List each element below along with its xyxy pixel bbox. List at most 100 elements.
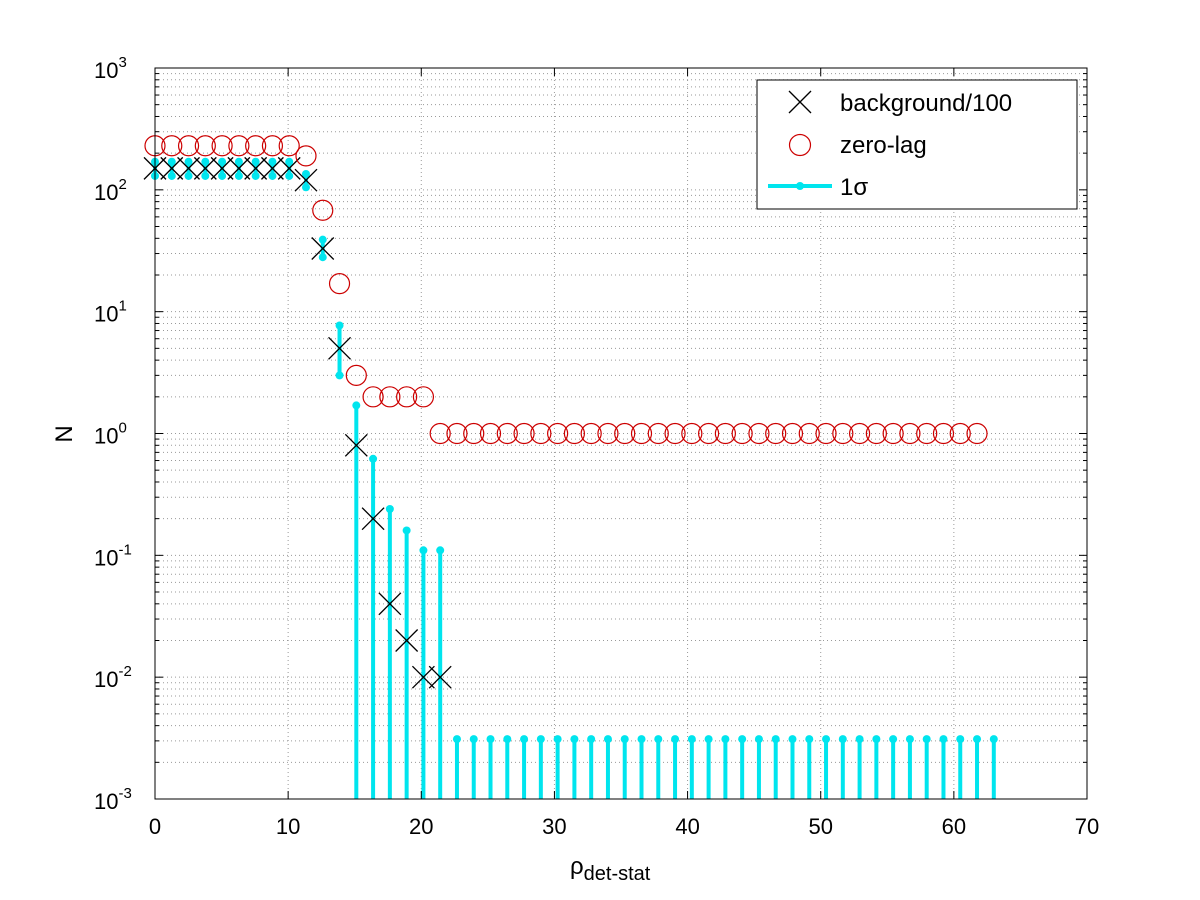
- legend-label-background: background/100: [840, 90, 1012, 117]
- zero-lag-point: [530, 422, 552, 445]
- sigma-bar-cap-high: [922, 735, 931, 744]
- sigma-bar-cap-high: [318, 235, 327, 244]
- zero-lag-point: [211, 135, 233, 157]
- background-point: [411, 665, 435, 689]
- zero-lag-point: [412, 386, 435, 408]
- sigma-bar-cap-high: [520, 735, 529, 744]
- zero-lag-point: [513, 422, 535, 445]
- sigma-bar-cap-high: [603, 735, 612, 744]
- sigma-bar-cap-high: [872, 735, 881, 744]
- y-tick-label-base: 10: [94, 302, 118, 327]
- sigma-bar-cap-low: [251, 171, 260, 180]
- sigma-bar-cap-high: [335, 321, 344, 330]
- sigma-bar-cap-high: [687, 735, 696, 744]
- zero-lag-point: [765, 422, 787, 445]
- sigma-bar-cap-high: [855, 735, 864, 744]
- zero-lag-point: [463, 422, 485, 445]
- zero-lag-point: [848, 422, 871, 445]
- series-layer: [143, 135, 998, 799]
- sigma-bar-cap-high: [452, 735, 461, 744]
- legend-marker-background: [788, 90, 812, 114]
- sigma-bar-cap-high: [721, 735, 730, 744]
- x-axis-label-subscript: det-stat: [584, 863, 651, 885]
- sigma-bar-cap-high: [167, 157, 176, 166]
- zero-lag-point: [614, 422, 636, 445]
- x-tick-label: 70: [1075, 814, 1099, 839]
- y-tick-label-exponent: 2: [118, 176, 126, 193]
- sigma-bar-cap-high: [419, 546, 428, 555]
- zero-lag-point: [446, 422, 468, 445]
- sigma-bar-cap-high: [587, 735, 596, 744]
- y-tick-label-base: 10: [94, 545, 118, 570]
- zero-lag-point: [261, 135, 284, 157]
- y-tick-label-base: 10: [94, 424, 118, 449]
- background-point-stroke: [244, 156, 268, 180]
- zero-lag-point: [295, 145, 317, 167]
- sigma-bar-cap-high: [486, 735, 495, 744]
- zero-lag-point: [278, 135, 300, 157]
- x-tick-label: 20: [409, 814, 433, 839]
- background-point: [361, 507, 385, 531]
- sigma-bar-cap-high: [570, 735, 579, 744]
- zero-lag-point: [899, 422, 921, 445]
- zero-lag-point: [563, 422, 586, 445]
- ticks: [154, 68, 1088, 800]
- background-point: [244, 156, 268, 180]
- sigma-bar-cap-high: [654, 735, 663, 744]
- background-point: [395, 629, 419, 652]
- y-tick-label-exponent: -1: [118, 541, 131, 558]
- zero-lag-point: [647, 422, 669, 445]
- zero-lag-point: [580, 422, 602, 445]
- sigma-bar-cap-high: [184, 157, 193, 166]
- background-point: [277, 156, 301, 180]
- zero-lag-point: [362, 386, 384, 408]
- y-tick-label: 103: [94, 54, 127, 83]
- background-point-stroke: [411, 665, 435, 689]
- y-tick-label: 102: [94, 176, 127, 205]
- sigma-bar-cap-high: [469, 735, 478, 744]
- y-tick-label-exponent: 1: [118, 298, 126, 315]
- sigma-bar-cap-high: [369, 454, 378, 463]
- background-point-stroke: [344, 433, 368, 457]
- sigma-bar-cap-high: [218, 157, 227, 166]
- y-tick-label-exponent: -2: [118, 663, 131, 680]
- background-point: [311, 237, 335, 260]
- background-point: [210, 156, 234, 180]
- y-tick-label-base: 10: [94, 58, 118, 83]
- sigma-bar-cap-high: [536, 735, 545, 744]
- y-tick-label-base: 10: [94, 789, 118, 814]
- sigma-bar-cap-high: [385, 505, 394, 514]
- sigma-bar-cap-high: [553, 735, 562, 744]
- zero-lag-point: [479, 422, 502, 445]
- y-tick-label-exponent: 3: [118, 54, 126, 71]
- background-point-stroke: [277, 156, 301, 180]
- zero-lag-point: [496, 422, 518, 445]
- zero-lag-point: [547, 422, 569, 445]
- sigma-bar-cap-low: [218, 171, 227, 180]
- y-tick-label-base: 10: [94, 180, 118, 205]
- sigma-bar-cap-high: [402, 526, 411, 535]
- background-point: [428, 665, 452, 689]
- zero-lag-point: [396, 386, 418, 408]
- x-tick-label: 0: [149, 814, 161, 839]
- x-tick-label: 50: [808, 814, 832, 839]
- sigma-bar-cap-high: [251, 157, 260, 166]
- y-tick-label-base: 10: [94, 667, 118, 692]
- sigma-bar-cap-high: [771, 735, 780, 744]
- background-point-stroke: [260, 156, 284, 180]
- sigma-bar-cap-high: [805, 735, 814, 744]
- background-point: [294, 168, 318, 192]
- zero-lag-point: [815, 422, 837, 445]
- zero-lag-point: [832, 422, 854, 445]
- zero-lag-point: [748, 422, 770, 445]
- zero-lag-point: [949, 422, 971, 445]
- x-axis-label: ρdet-stat: [570, 853, 651, 885]
- sigma-bar-cap-high: [939, 735, 948, 744]
- y-tick-label-exponent: 0: [118, 420, 126, 437]
- sigma-bar-cap-low: [335, 371, 344, 380]
- zero-lag-point: [177, 135, 200, 157]
- zero-lag-point: [228, 135, 250, 157]
- background-point-stroke: [361, 507, 385, 531]
- zero-lag-point: [798, 422, 820, 445]
